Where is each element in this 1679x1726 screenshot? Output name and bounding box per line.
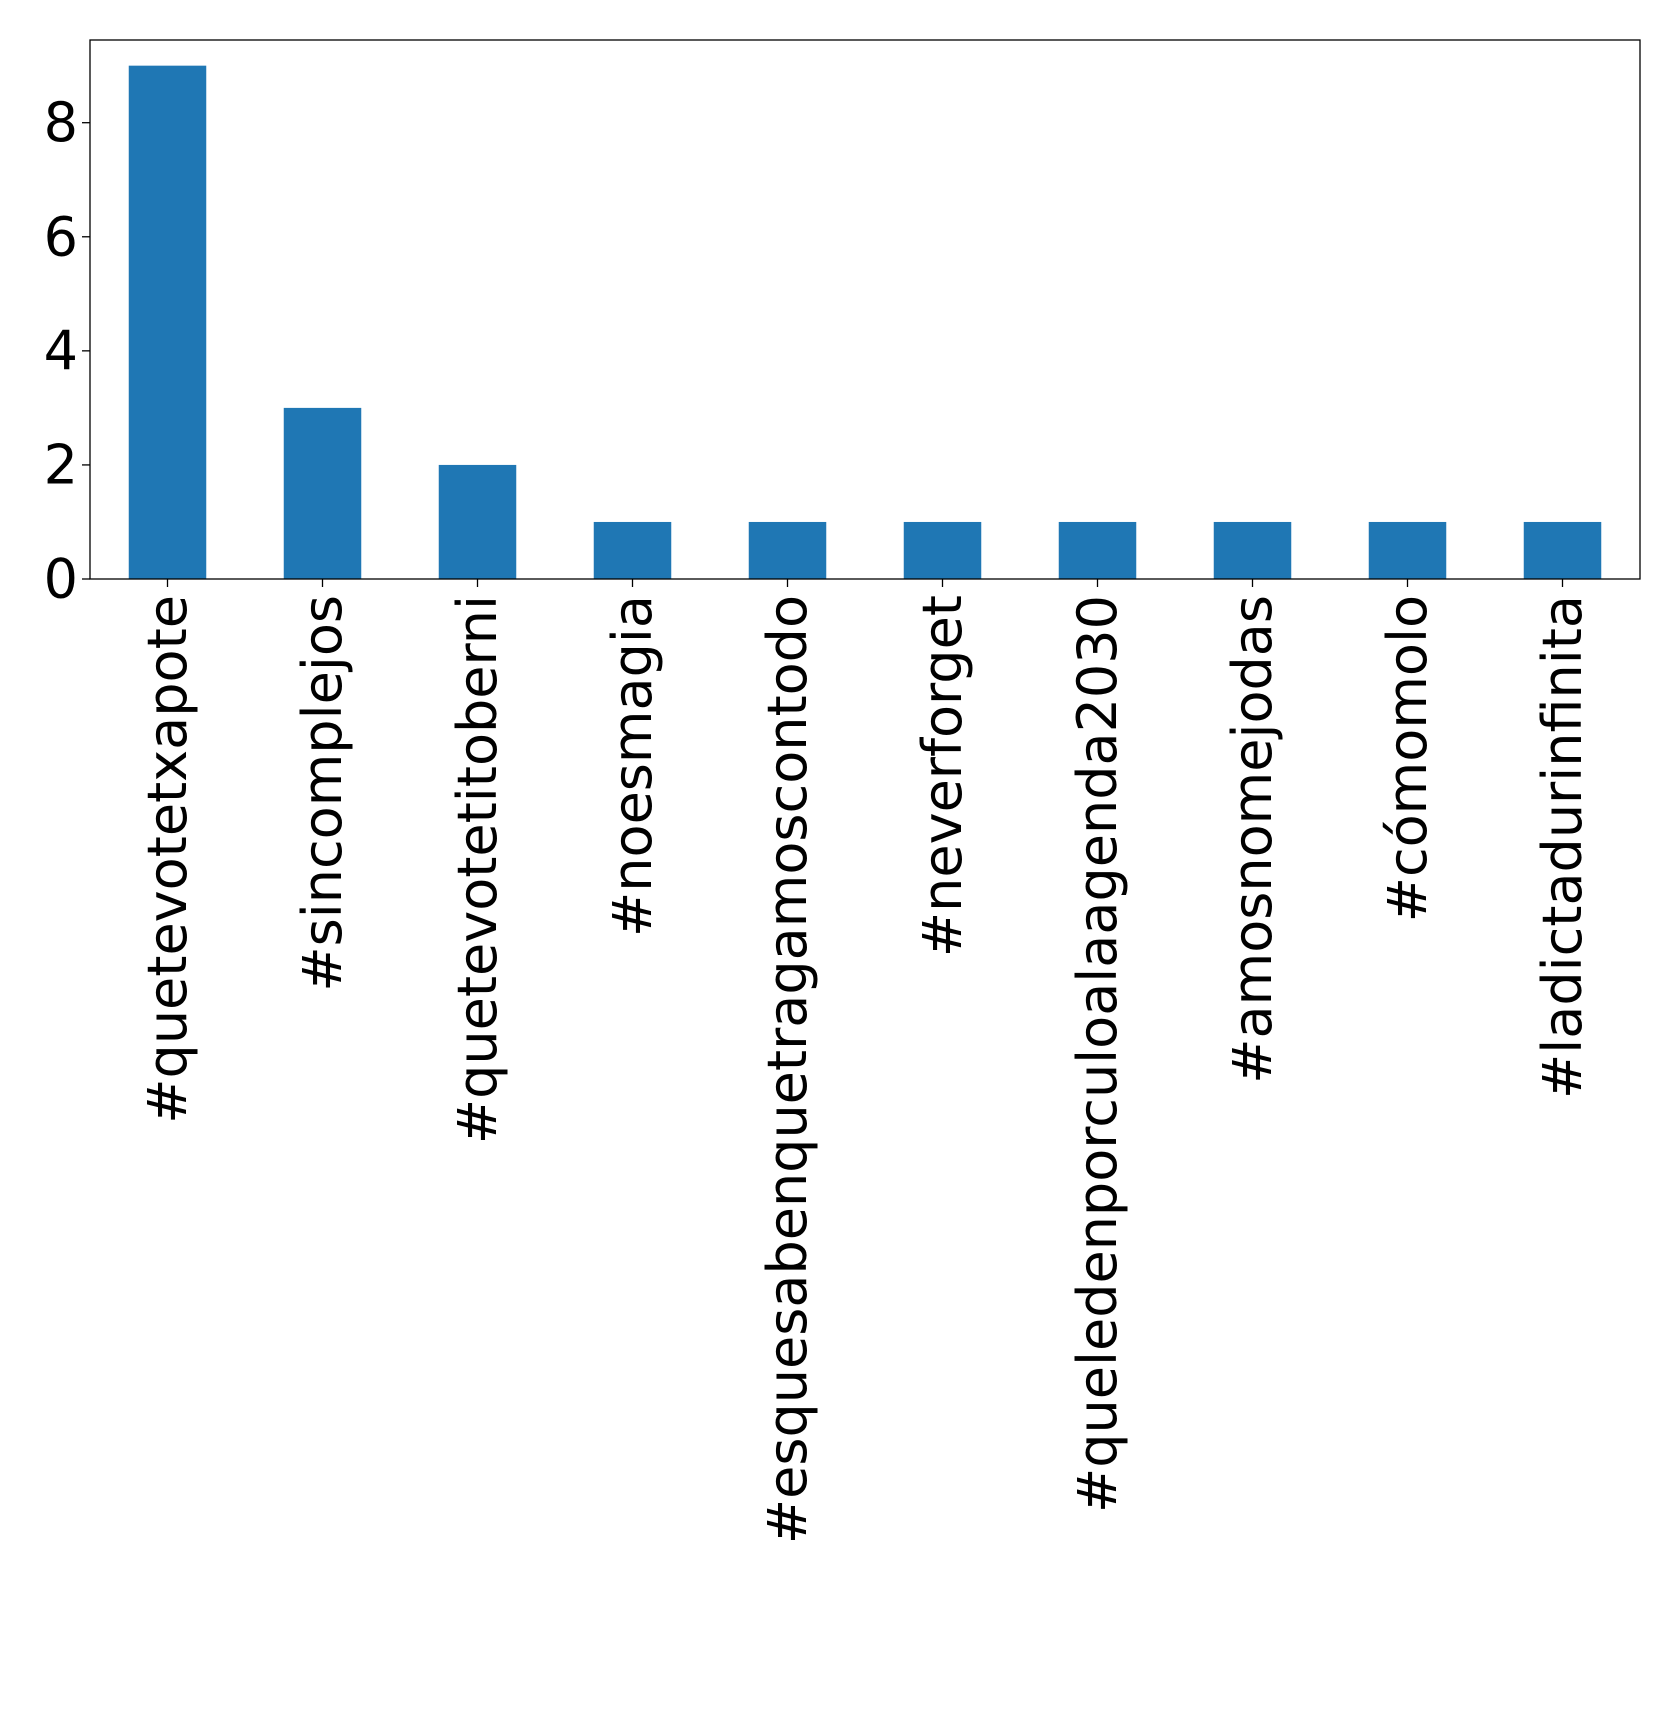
bar	[593, 521, 672, 579]
y-tick-label: 6	[44, 205, 78, 268]
y-tick-label: 2	[44, 433, 78, 496]
x-tick-label: #queledenporculoalaagenda2030	[1066, 595, 1129, 1513]
bar	[1368, 521, 1447, 579]
x-tick-label: #neverforget	[911, 595, 974, 957]
bar	[748, 521, 827, 579]
bar	[1523, 521, 1602, 579]
x-tick-label: #esquesabenquetragamoscontodo	[756, 595, 819, 1544]
bar	[128, 65, 207, 579]
bars-group	[128, 65, 1602, 579]
x-tick-label: #quetevotetxapote	[136, 595, 199, 1124]
y-tick-label: 4	[44, 319, 78, 382]
bar	[903, 521, 982, 579]
y-tick-label: 0	[44, 548, 78, 611]
x-tick-label: #quetevotetitoberni	[446, 595, 509, 1144]
bar	[1213, 521, 1292, 579]
x-tick-label: #noesmagia	[601, 595, 664, 937]
y-axis: 0 2 4 6 8	[44, 91, 90, 611]
bar	[283, 407, 362, 579]
bar	[1058, 521, 1137, 579]
plot-frame	[89, 39, 1641, 580]
y-tick-label: 8	[44, 91, 78, 154]
x-tick-label: #ladictadurinfinita	[1531, 595, 1594, 1099]
x-tick-label: #sincomplejos	[291, 595, 354, 992]
x-tick-label: #cómomolo	[1376, 595, 1439, 922]
bar	[438, 464, 517, 579]
x-tick-label: #amosnomejodas	[1221, 595, 1284, 1084]
x-axis: #quetevotetxapote #sincomplejos #quetevote…	[136, 579, 1594, 1544]
